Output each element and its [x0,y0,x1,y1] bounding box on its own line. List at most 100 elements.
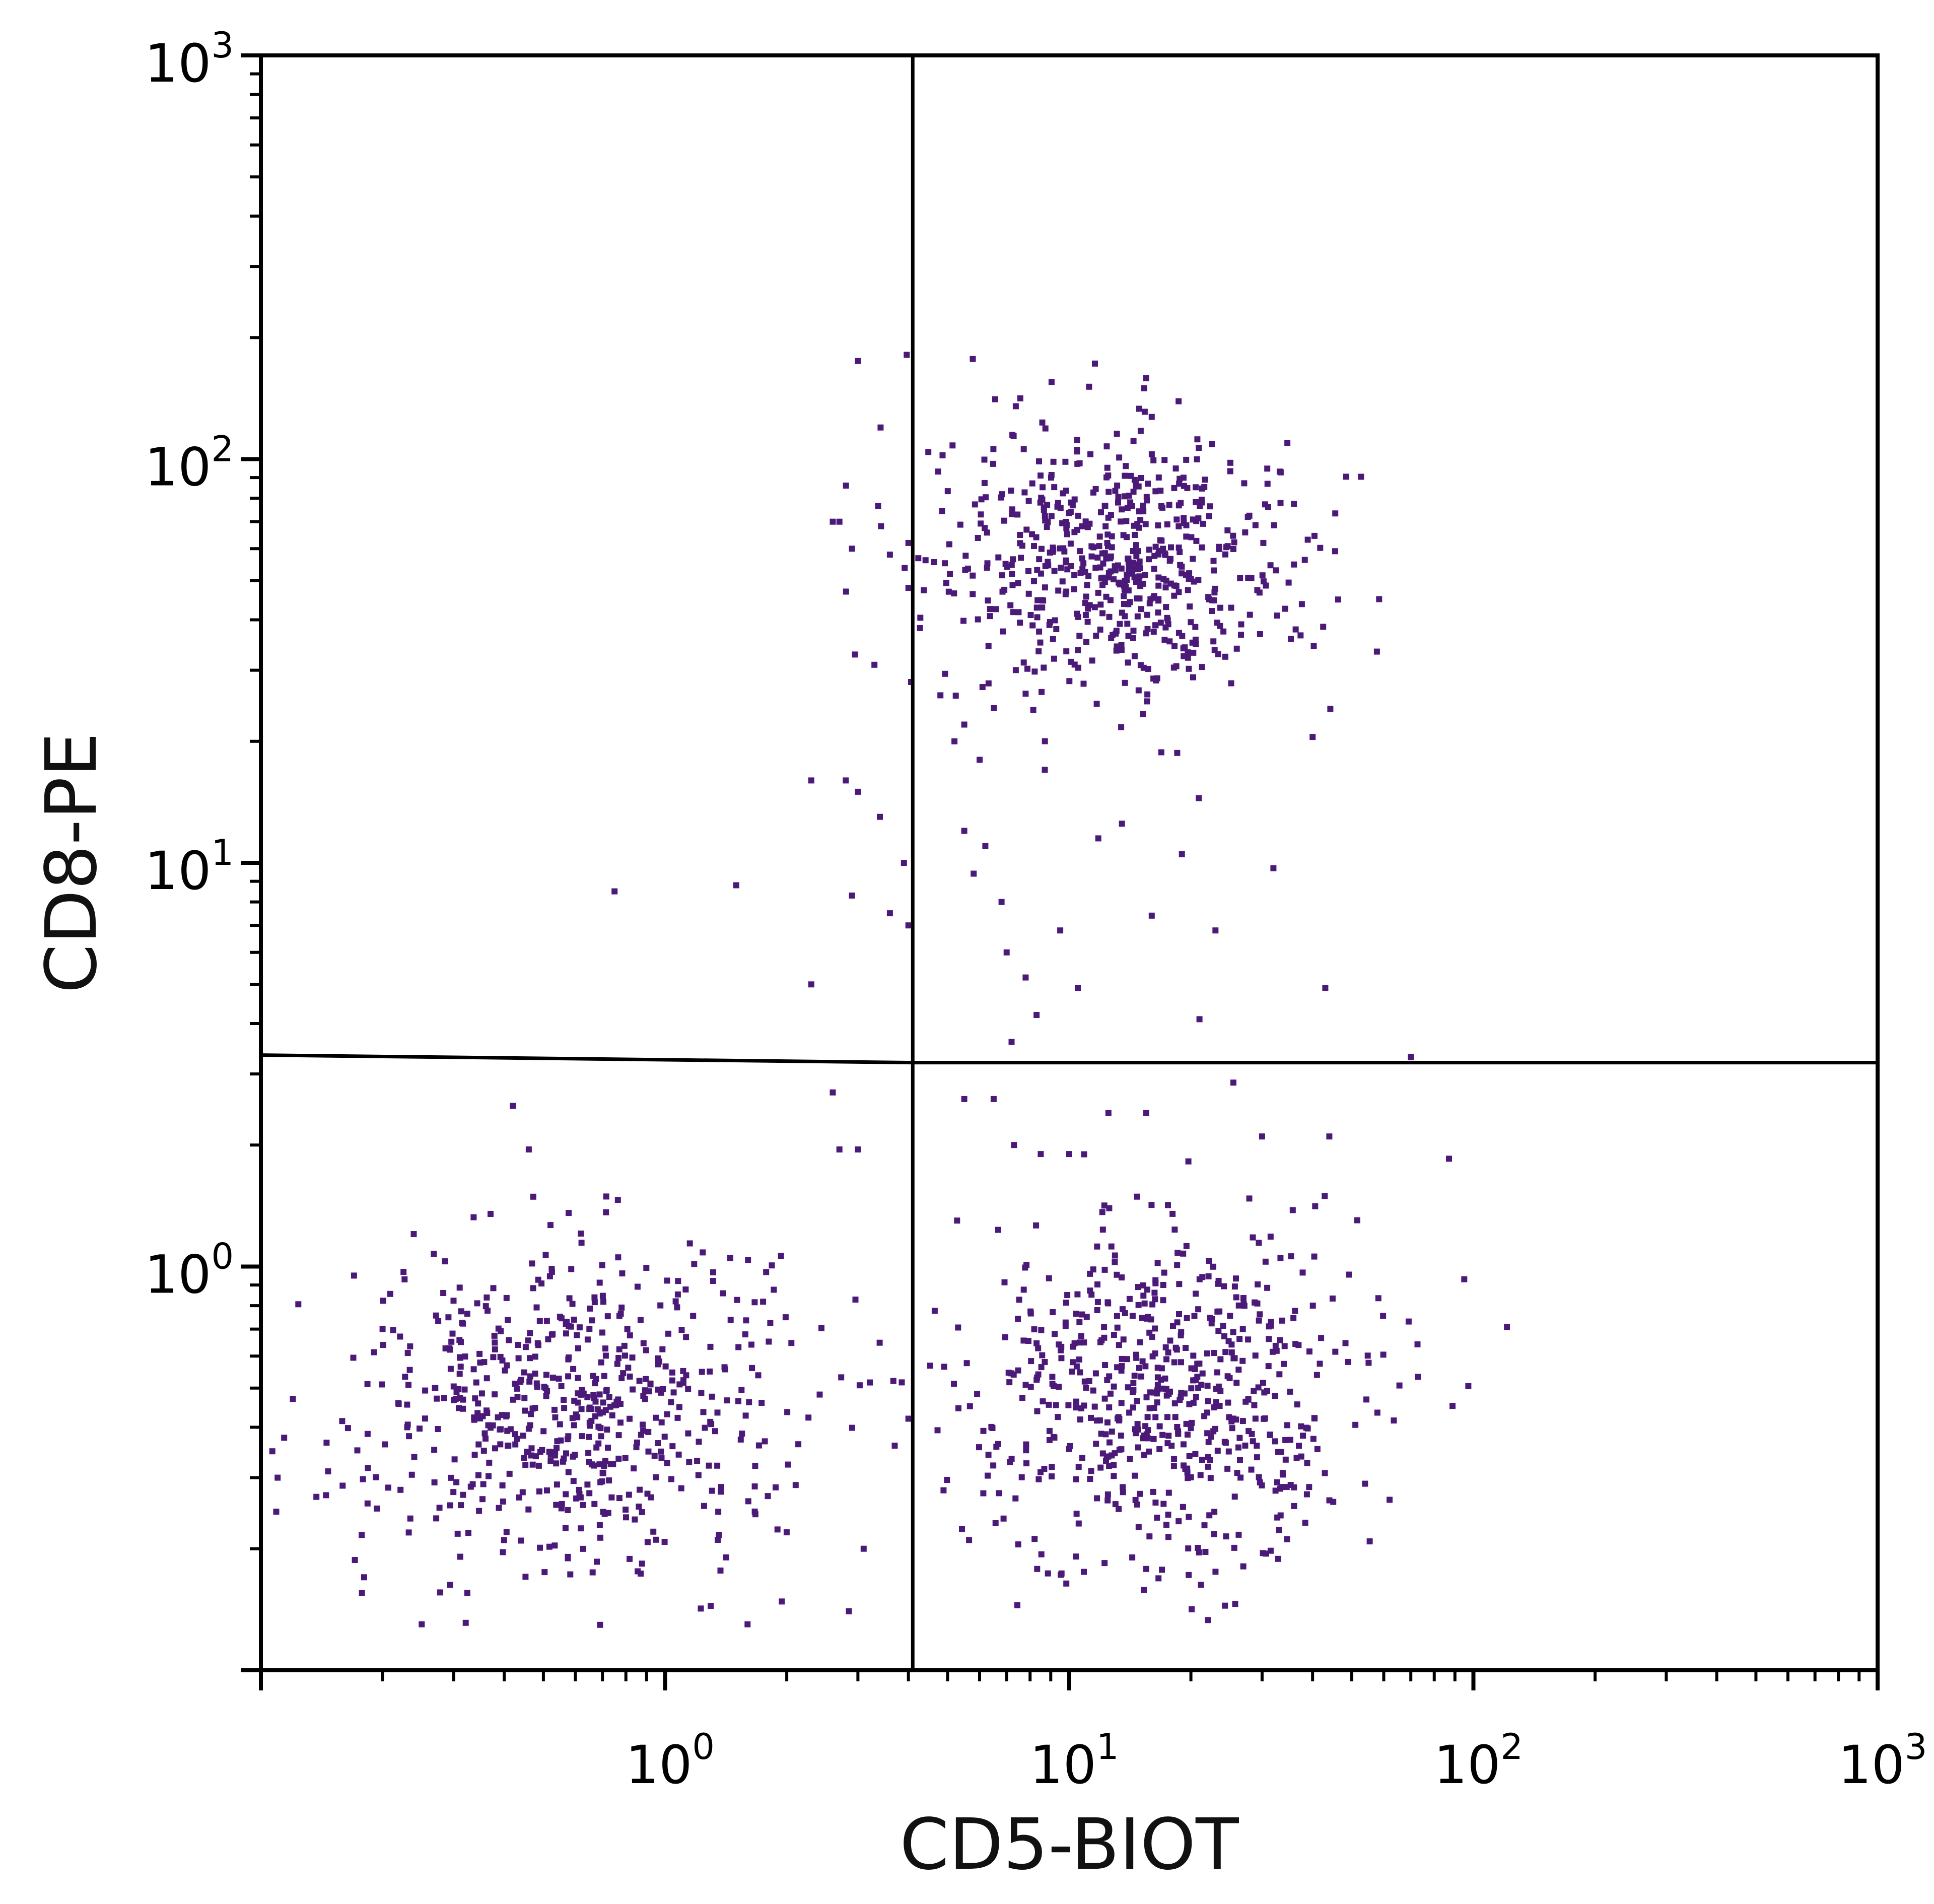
data-point [1300,1433,1306,1439]
data-point [1125,633,1132,639]
data-point [1171,1359,1178,1366]
data-point [1010,556,1016,563]
data-point [1063,648,1070,655]
data-point [1224,1373,1231,1380]
data-point [876,1339,883,1346]
data-point [350,1354,357,1361]
data-point [598,1433,604,1440]
data-point [1018,555,1024,561]
data-point [1465,1383,1472,1389]
data-point [905,585,912,591]
data-point [658,1419,665,1425]
data-point [459,1320,465,1326]
data-point [836,518,843,525]
data-point [1314,1372,1320,1378]
data-point [354,1447,361,1454]
data-point [352,1557,358,1563]
data-point [1148,1202,1155,1208]
data-point [597,1479,604,1485]
data-point [563,1491,569,1498]
data-point [1183,533,1190,540]
data-point [1237,1457,1243,1463]
data-point [532,1353,538,1360]
data-point [1151,593,1157,599]
data-point [542,1252,549,1258]
data-point [1247,611,1253,618]
data-point [565,1373,572,1380]
data-point [1143,1394,1150,1401]
data-point [464,1311,470,1317]
data-point [365,1465,371,1471]
data-point [1132,1472,1138,1479]
data-point [1039,597,1045,603]
data-point [1170,664,1177,671]
data-point [722,1366,728,1373]
data-point [1206,1512,1213,1519]
data-point [417,1425,423,1432]
data-point [620,1370,627,1377]
data-point [1088,553,1095,560]
data-point [1044,524,1050,530]
data-point [1090,544,1097,551]
data-point [767,1320,774,1326]
data-point [1039,419,1046,426]
data-point [669,1377,675,1384]
data-point [530,1193,536,1200]
data-point [1094,554,1101,561]
data-point [627,1332,633,1339]
data-point [1174,750,1181,756]
data-point [951,738,958,744]
data-point [643,1376,649,1382]
data-point [723,1554,729,1560]
data-point [735,1344,742,1350]
data-point [1179,851,1185,857]
data-point [537,1544,543,1551]
data-point [1097,1339,1103,1345]
data-point [782,1314,789,1321]
data-point [991,705,997,711]
data-point [1306,1348,1313,1355]
data-point [598,1359,604,1366]
data-point [1136,524,1142,531]
data-point [1106,1463,1113,1469]
data-point [1036,628,1043,635]
data-point [765,1493,771,1500]
data-point [1116,1447,1123,1453]
data-point [1063,1580,1070,1587]
data-point [1045,1570,1051,1577]
data-point [1108,568,1114,575]
data-point [471,1414,477,1421]
data-point [621,1342,628,1349]
data-point [1298,1423,1304,1430]
data-point [1027,1310,1034,1317]
data-point [1188,534,1195,540]
data-point [1162,1375,1168,1382]
data-point [1042,738,1048,744]
data-point [996,1490,1002,1497]
data-point [947,571,953,577]
data-point [1178,500,1184,506]
data-point [1101,1202,1108,1209]
data-point [570,1453,576,1460]
data-point [1267,1432,1273,1438]
data-point [1068,658,1074,665]
data-point [1228,1349,1235,1355]
data-point [959,1526,965,1532]
data-point [668,1399,674,1405]
data-point [1185,1545,1192,1552]
data-point [1078,1333,1084,1339]
data-point [1285,579,1292,586]
data-point [830,518,836,525]
data-point [1175,1250,1181,1256]
data-point [1217,1356,1224,1363]
data-point [975,616,981,623]
data-point [1327,706,1334,712]
data-point [990,1096,997,1102]
data-point [917,625,923,631]
data-point [1146,1533,1153,1540]
data-point [830,1089,836,1096]
data-point [1091,1403,1098,1410]
data-point [1235,1444,1241,1451]
data-point [1040,484,1046,491]
data-point [970,572,976,579]
